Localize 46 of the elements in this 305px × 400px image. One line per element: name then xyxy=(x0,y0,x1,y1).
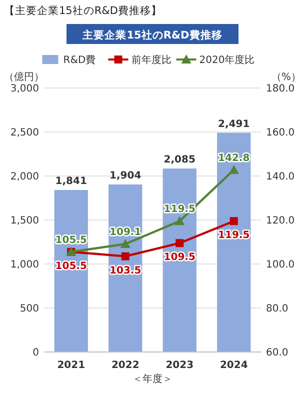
y-axis-title: （億円） xyxy=(4,71,44,83)
point xyxy=(230,217,238,226)
bar xyxy=(162,168,196,352)
data-label: 109.1 xyxy=(110,226,142,238)
data-label: 1,904 xyxy=(110,170,142,182)
y2-tick-label: 80.0 xyxy=(266,304,288,314)
y2-tick-label: 160.0 xyxy=(266,128,295,138)
data-label: 105.5 xyxy=(55,234,87,246)
y-tick-label: 2,500 xyxy=(10,128,39,138)
x-tick-label: 2021 xyxy=(57,360,86,371)
legend-label: 2020年度比 xyxy=(199,54,255,66)
y-tick-label: 500 xyxy=(20,304,39,314)
data-label: 142.8 xyxy=(218,152,250,164)
y2-tick-label: 140.0 xyxy=(266,172,295,182)
bar xyxy=(217,132,251,352)
data-label: 103.5 xyxy=(110,265,142,276)
bar xyxy=(54,190,88,352)
y2-tick-label: 100.0 xyxy=(266,260,295,270)
x-tick-label: 2022 xyxy=(111,360,140,371)
y-tick-label: 1,500 xyxy=(10,216,39,226)
y2-tick-label: 60.0 xyxy=(266,348,288,358)
legend-label: 前年度比 xyxy=(131,54,172,66)
data-label: 109.5 xyxy=(164,252,196,264)
y2-tick-label: 180.0 xyxy=(266,84,295,94)
chart-subtitle: 主要企業15社のR&D費推移 xyxy=(82,28,222,42)
y-tick-label: 3,000 xyxy=(10,84,39,94)
data-label: 1,841 xyxy=(55,176,87,187)
y2-tick-label: 120.0 xyxy=(266,216,295,226)
y2-axis-title: （%） xyxy=(271,72,301,83)
point xyxy=(120,238,130,248)
x-tick-label: 2024 xyxy=(220,360,248,371)
y-tick-label: 2,000 xyxy=(10,172,39,182)
data-label: 105.5 xyxy=(55,260,87,272)
legend-label: R&D費 xyxy=(63,54,96,66)
point xyxy=(121,252,130,260)
x-axis-title: ＜年度＞ xyxy=(132,373,172,385)
point xyxy=(176,239,184,248)
y-tick-label: 0 xyxy=(32,348,39,358)
data-label: 2,491 xyxy=(218,118,250,130)
data-label: 119.5 xyxy=(218,230,250,242)
y-tick-label: 1,000 xyxy=(10,260,39,270)
chart-title: 【主要企業15社のR&D費推移】 xyxy=(4,4,162,17)
data-label: 2,085 xyxy=(164,154,196,166)
point xyxy=(228,164,239,174)
x-tick-label: 2023 xyxy=(166,360,194,371)
point xyxy=(174,216,185,226)
